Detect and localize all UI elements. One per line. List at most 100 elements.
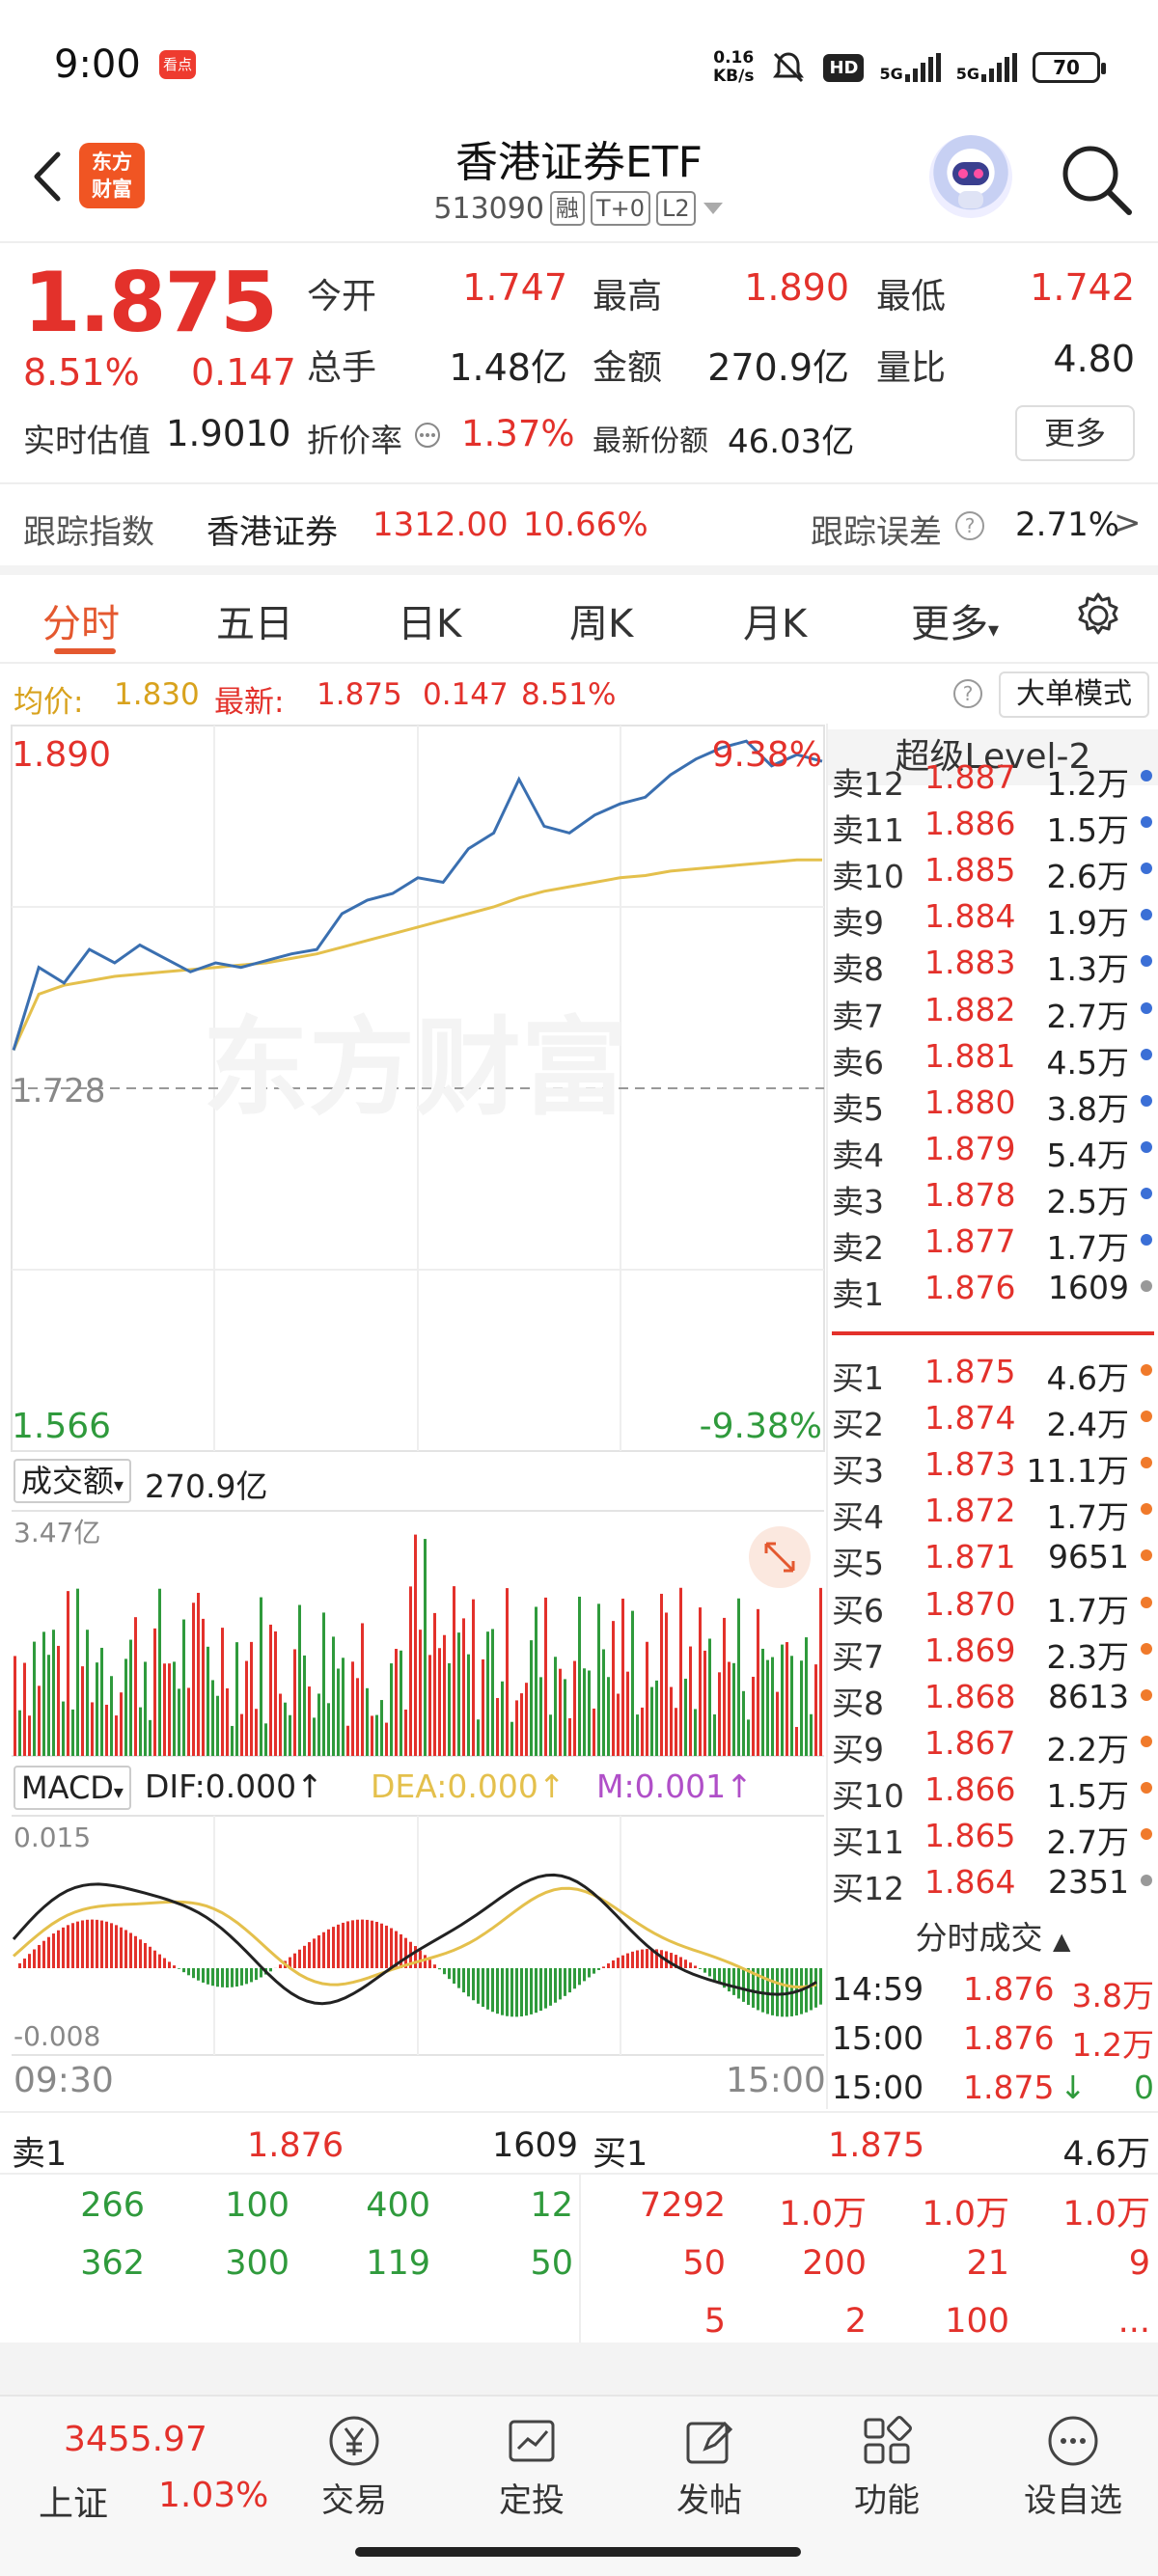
tab-five-day[interactable]: 五日 — [216, 602, 293, 646]
bid-level-row[interactable]: 买7 1.869 2.3万 — [832, 1628, 1158, 1676]
bid-level-row[interactable]: 买6 1.870 1.7万 — [832, 1581, 1158, 1630]
bid-level-row[interactable]: 买8 1.868 8613 — [832, 1674, 1158, 1722]
volume-bar — [173, 1661, 176, 1756]
volume-bar — [424, 1539, 427, 1756]
divider — [0, 662, 1158, 664]
macd-chart[interactable]: 0.015 -0.008 — [0, 1814, 828, 2057]
ask-level-row[interactable]: 卖9 1.884 1.9万 — [832, 893, 1158, 942]
net-speed: 0.16 KB/s — [713, 49, 754, 86]
index-ticker-name[interactable]: 上证 — [39, 2484, 109, 2524]
ask-level-row[interactable]: 卖12 1.887 1.2万 — [832, 754, 1158, 803]
level2-header[interactable]: 超级Level-2 — [828, 729, 1158, 785]
volume-bar — [525, 1683, 528, 1756]
level-price: 1.882 — [924, 990, 1016, 1028]
tab-more[interactable]: 更多▾ — [911, 592, 999, 648]
search-icon[interactable] — [1052, 135, 1139, 222]
volume-bar — [679, 1587, 682, 1756]
macd-bar — [631, 1951, 634, 1968]
gear-icon[interactable] — [1071, 589, 1125, 643]
y-axis-top-label: 1.890 — [12, 735, 111, 775]
volume-bar — [747, 1719, 750, 1756]
ask-level-row[interactable]: 卖10 1.885 2.6万 — [832, 847, 1158, 895]
bid-level-row[interactable]: 买4 1.872 1.7万 — [832, 1488, 1158, 1536]
ask-level-row[interactable]: 卖11 1.886 1.5万 — [832, 801, 1158, 849]
macd-bar — [327, 1929, 330, 1968]
macd-bar — [646, 1949, 648, 1968]
volume-bar — [689, 1646, 692, 1756]
tab-intraday[interactable]: 分时 — [42, 602, 120, 646]
macd-bar — [129, 1932, 132, 1968]
volume-bar — [211, 1680, 214, 1756]
big-order-mode-button[interactable]: 大单模式 — [999, 671, 1149, 718]
nav-fixed-invest[interactable]: 定投 — [479, 2412, 585, 2521]
bid-level-row[interactable]: 买10 1.866 1.5万 — [832, 1767, 1158, 1815]
volume-bar — [539, 1677, 542, 1756]
nav-functions[interactable]: 功能 — [834, 2412, 940, 2521]
assistant-robot-icon[interactable] — [929, 135, 1012, 218]
bid-level-row[interactable]: 买1 1.875 4.6万 — [832, 1349, 1158, 1397]
ask-level-row[interactable]: 卖6 1.881 4.5万 — [832, 1033, 1158, 1082]
macd-bar — [57, 1930, 60, 1968]
help-icon[interactable]: ? — [953, 509, 986, 542]
volume-bar — [269, 1624, 272, 1756]
dea-line — [13, 1886, 817, 1989]
help-icon[interactable]: ? — [951, 677, 984, 710]
tracking-index-row[interactable]: 跟踪指数 香港证券 1312.00 10.66% 跟踪误差 ? 2.71% > — [0, 488, 1158, 565]
indicator-selector-macd[interactable]: MACD▾ — [14, 1766, 131, 1810]
tick-trades-header[interactable]: 分时成交 ▲ — [828, 1912, 1158, 1962]
level-volume: 3.8万 — [1046, 1089, 1129, 1128]
volume-bar — [120, 1692, 123, 1756]
ask-level-row[interactable]: 卖3 1.878 2.5万 — [832, 1172, 1158, 1220]
intraday-price-chart[interactable]: 东方财富 1.890 1.728 1.566 9.38% -9.38% — [0, 724, 828, 1453]
bid-level-row[interactable]: 买11 1.865 2.7万 — [832, 1813, 1158, 1861]
level-volume: 1.7万 — [1046, 1229, 1129, 1267]
ask-level-row[interactable]: 卖4 1.879 5.4万 — [832, 1126, 1158, 1174]
bid-level-row[interactable]: 买5 1.871 9651 — [832, 1534, 1158, 1582]
ask-level-row[interactable]: 卖2 1.877 1.7万 — [832, 1219, 1158, 1267]
level-price: 1.878 — [924, 1175, 1016, 1214]
macd-bar — [110, 1923, 113, 1968]
chart-period-tabs: 分时 五日 日K 周K 月K 更多▾ — [0, 575, 1158, 662]
ask-level-row[interactable]: 卖7 1.882 2.7万 — [832, 987, 1158, 1035]
bid-level-row[interactable]: 买2 1.874 2.4万 — [832, 1395, 1158, 1443]
indicator-selector-volume[interactable]: 成交额▾ — [14, 1459, 132, 1503]
queue-bid-vol: 4.6万 — [1062, 2135, 1150, 2174]
bid-level-row[interactable]: 买9 1.867 2.2万 — [832, 1720, 1158, 1768]
level-dot-icon — [1141, 1001, 1152, 1014]
ask-level-row[interactable]: 卖5 1.880 3.8万 — [832, 1080, 1158, 1128]
tracking-label: 跟踪指数 — [23, 513, 154, 552]
level-label: 卖3 — [832, 1182, 884, 1220]
macd-bar — [732, 1968, 735, 1995]
ask-level-row[interactable]: 卖8 1.883 1.3万 — [832, 940, 1158, 988]
bid-level-row[interactable]: 买3 1.873 11.1万 — [832, 1441, 1158, 1490]
tab-daily-k[interactable]: 日K — [398, 602, 462, 646]
index-ticker-pct[interactable]: 1.03% — [158, 2476, 269, 2515]
volume-bar — [776, 1691, 779, 1756]
macd-bar — [819, 1968, 822, 2005]
index-ticker-value[interactable]: 3455.97 — [64, 2420, 207, 2459]
tab-weekly-k[interactable]: 周K — [569, 602, 634, 646]
volume-bar — [462, 1618, 465, 1756]
info-dots-icon[interactable] — [413, 421, 442, 450]
volume-chart[interactable]: 3.47亿 — [0, 1509, 828, 1758]
macd-indicator-label: MACD — [21, 1769, 114, 1806]
more-button[interactable]: 更多 — [1015, 405, 1135, 461]
signal-bars-icon — [981, 53, 1017, 82]
macd-bar — [428, 1959, 431, 1968]
nav-add-watchlist[interactable]: 设自选 — [1013, 2412, 1133, 2521]
dropdown-caret-icon[interactable] — [702, 199, 725, 218]
ask-bid-separator — [832, 1331, 1154, 1335]
svg-text:?: ? — [963, 682, 974, 705]
macd-bar — [544, 1968, 547, 2009]
volume-bar — [67, 1591, 69, 1756]
level-label: 卖6 — [832, 1043, 884, 1082]
nav-trade[interactable]: 交易 — [301, 2412, 407, 2521]
ask-level-row[interactable]: 卖1 1.876 1609 — [832, 1265, 1158, 1313]
bid-level-row[interactable]: 买12 1.864 2351 — [832, 1859, 1158, 1907]
level-dot-icon — [1141, 1642, 1152, 1655]
back-arrow-icon[interactable] — [19, 143, 77, 210]
nav-post[interactable]: 发帖 — [656, 2412, 762, 2521]
level-dot-icon — [1141, 1549, 1152, 1562]
level-price: 1.875 — [924, 1353, 1016, 1390]
tab-monthly-k[interactable]: 月K — [743, 602, 808, 646]
